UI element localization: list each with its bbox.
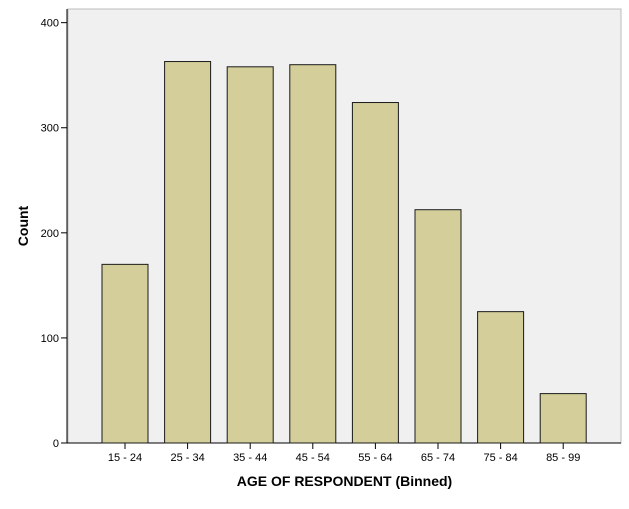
y-tick-label: 200 <box>41 228 59 240</box>
y-tick-label: 400 <box>41 18 59 30</box>
x-tick-label: 85 - 99 <box>546 452 580 464</box>
x-tick-label: 35 - 44 <box>233 452 267 464</box>
x-tick-label: 45 - 54 <box>296 452 330 464</box>
plot-area <box>67 8 622 444</box>
x-axis-title: AGE OF RESPONDENT (Binned) <box>237 473 452 489</box>
y-tick-label: 300 <box>41 123 59 135</box>
x-axis: 15 - 24 25 - 34 35 - 44 45 - 54 55 - 64 65 - … <box>67 442 621 464</box>
bar <box>477 311 525 444</box>
y-axis: 0 100 200 300 400 <box>41 9 68 450</box>
bar <box>351 102 399 444</box>
y-axis-title: Count <box>15 205 31 246</box>
y-tick-label: 0 <box>53 438 59 450</box>
x-tick-label: 75 - 84 <box>483 452 517 464</box>
x-tick-label: 25 - 34 <box>170 452 204 464</box>
x-tick-label: 55 - 64 <box>358 452 392 464</box>
y-tick-label: 100 <box>41 333 59 345</box>
bar <box>289 64 337 444</box>
bars-group <box>101 61 587 444</box>
x-tick-label: 65 - 74 <box>421 452 455 464</box>
x-tick-label: 15 - 24 <box>108 452 142 464</box>
bar <box>226 66 274 444</box>
bar <box>101 263 149 444</box>
bar <box>414 209 462 444</box>
bar <box>164 61 212 444</box>
bar <box>539 393 587 444</box>
